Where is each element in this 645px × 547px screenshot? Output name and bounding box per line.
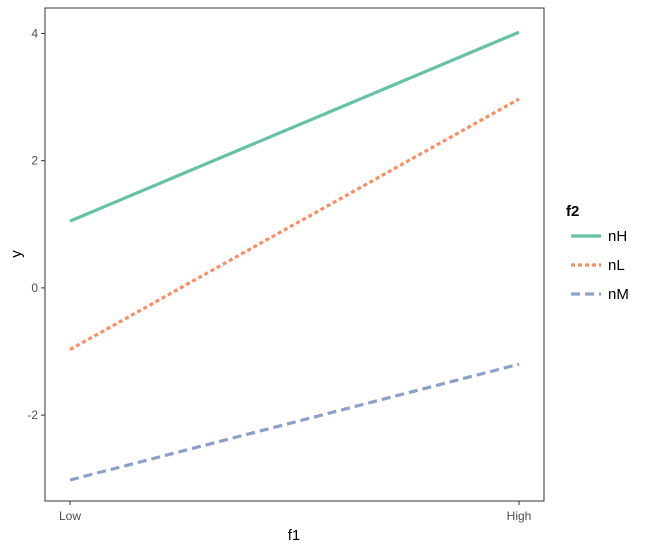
y-axis-ticks: -2 0 2 4 (27, 26, 45, 422)
legend-title: f2 (566, 203, 579, 220)
x-tick-label: Low (59, 509, 81, 523)
legend: f2 nH nL nM (566, 203, 629, 303)
y-tick-label: 4 (31, 26, 38, 40)
x-axis-ticks: Low High (59, 501, 531, 523)
series-line-nH (69, 30, 520, 223)
y-tick-label: -2 (27, 408, 38, 422)
series-line-nM (69, 362, 520, 482)
x-tick-label: High (507, 509, 532, 523)
legend-label-nH: nH (608, 228, 627, 245)
series-line-nL (69, 97, 520, 351)
legend-label-nL: nL (608, 257, 625, 274)
y-tick-label: 2 (31, 154, 38, 168)
y-tick-label: 0 (31, 281, 38, 295)
x-axis-label: f1 (288, 527, 301, 544)
legend-label-nM: nM (608, 286, 629, 303)
series-lines (69, 30, 520, 482)
y-axis-label: y (8, 250, 25, 258)
plot-panel (44, 7, 545, 502)
